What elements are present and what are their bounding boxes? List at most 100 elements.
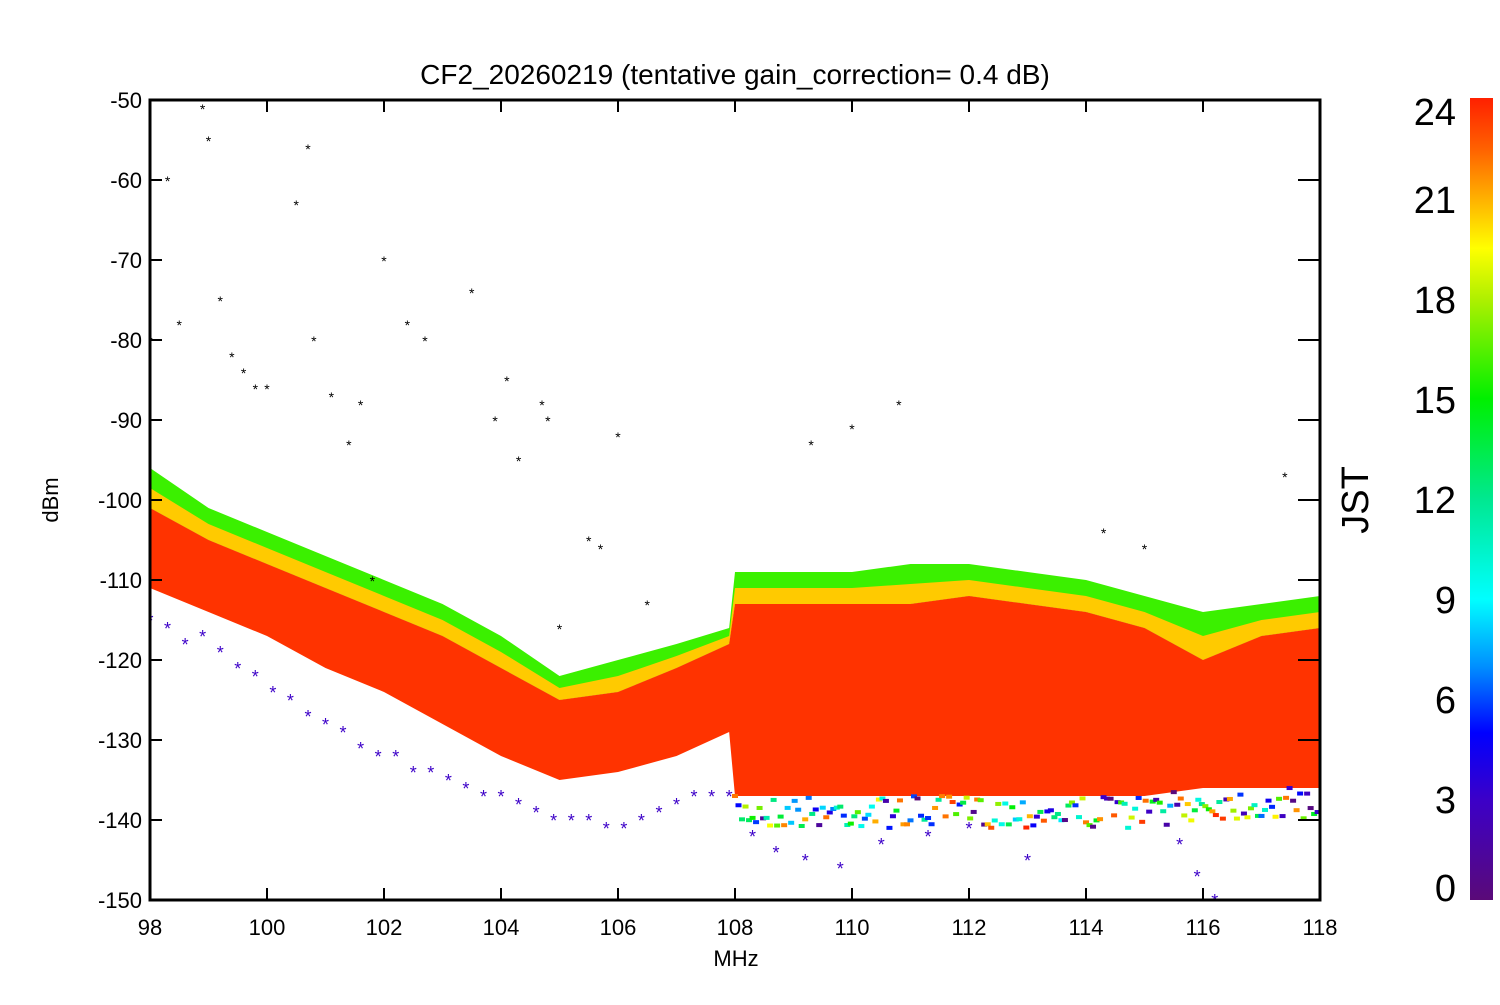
low-trace-point: *: [252, 667, 259, 687]
data-point: [1058, 818, 1065, 823]
x-tick-label: 106: [600, 915, 637, 940]
peak-top-marker: *: [1101, 525, 1107, 541]
data-point: [1026, 814, 1033, 819]
low-trace-point: *: [603, 819, 610, 839]
data-point: [1233, 816, 1240, 821]
data-point: [1297, 791, 1304, 796]
colorbar-ticks: 0 3 6 9 12 15 18 21 24: [1414, 92, 1456, 910]
data-point: [1269, 804, 1276, 809]
low-trace-point: *: [550, 811, 557, 831]
data-point: [1247, 806, 1254, 811]
data-point: [1100, 795, 1107, 800]
data-point: [802, 817, 809, 822]
data-point: [1167, 803, 1174, 808]
data-point: [798, 823, 805, 828]
data-point: [1047, 808, 1054, 813]
low-trace-point: *: [1211, 891, 1218, 911]
data-point: [1181, 813, 1188, 818]
data-point: [1254, 813, 1261, 818]
low-trace-point: *: [568, 811, 575, 831]
data-point: [932, 805, 939, 810]
data-point: [1174, 802, 1181, 807]
colorbar-tick-label: 15: [1414, 380, 1456, 422]
data-point: [732, 794, 738, 799]
y-tick-label: -130: [98, 728, 142, 753]
data-point: [977, 798, 984, 803]
data-point: [935, 797, 942, 802]
data-point: [781, 823, 788, 828]
low-trace-point: *: [427, 763, 434, 783]
peak-top-marker: *: [253, 381, 259, 397]
peak-top-marker: *: [645, 597, 651, 613]
x-axis: 98 100 102 104 106 108 110 112 114 116 118: [138, 100, 1338, 940]
data-point: [823, 815, 830, 820]
data-point: [1202, 804, 1209, 809]
data-point: [942, 814, 949, 819]
low-trace-point: *: [638, 811, 645, 831]
data-point: [1012, 817, 1019, 822]
data-point: [1121, 801, 1128, 806]
data-point: [1132, 806, 1139, 811]
x-tick-label: 116: [1185, 915, 1220, 940]
low-trace-point: *: [655, 803, 662, 823]
data-point: [970, 809, 977, 814]
data-point: [826, 810, 833, 815]
colorbar-tick-label: 18: [1414, 280, 1456, 322]
low-trace-point: *: [375, 747, 382, 767]
data-point: [868, 804, 875, 809]
data-point: [903, 822, 910, 827]
data-point: [844, 823, 851, 828]
peak-top-marker: *: [264, 381, 270, 397]
data-point: [946, 794, 953, 799]
x-axis-label: MHz: [713, 946, 758, 971]
peak-top-marker: *: [1142, 541, 1148, 557]
data-point: [735, 803, 742, 808]
low-trace-point: *: [445, 771, 452, 791]
low-trace-point: *: [182, 635, 189, 655]
low-trace-point: *: [287, 691, 294, 711]
data-point: [760, 816, 767, 821]
y-tick-label: -120: [98, 648, 142, 673]
data-point: [1135, 795, 1142, 800]
low-trace-point: *: [515, 795, 522, 815]
data-point: [1216, 800, 1223, 805]
data-point: [767, 823, 774, 828]
data-point: [882, 798, 889, 803]
y-tick-label: -50: [110, 88, 142, 113]
data-point: [1075, 815, 1082, 820]
data-point: [928, 822, 935, 827]
low-trace-point: *: [322, 715, 329, 735]
peak-top-marker: *: [422, 333, 428, 349]
low-trace-point: *: [585, 811, 592, 831]
data-point: [1265, 798, 1272, 803]
data-point: [1090, 824, 1097, 829]
data-point: [1019, 800, 1026, 805]
peak-top-marker: *: [545, 413, 551, 429]
low-trace-point: *: [497, 787, 504, 807]
data-point: [1177, 796, 1184, 801]
data-point: [914, 796, 921, 801]
data-point: [1240, 811, 1247, 816]
data-point: [963, 795, 970, 800]
peak-top-marker: *: [492, 413, 498, 429]
x-tick-label: 104: [483, 915, 520, 940]
data-point: [858, 824, 865, 829]
peak-top-marker: *: [849, 421, 855, 437]
data-point: [1251, 803, 1258, 808]
data-point: [746, 818, 753, 823]
peak-top-marker: *: [311, 333, 317, 349]
data-point: [1160, 809, 1167, 814]
data-point: [1107, 796, 1114, 801]
peak-top-marker: *: [200, 101, 206, 117]
data-point: [854, 810, 861, 815]
data-point: [1128, 815, 1135, 820]
data-point: [1125, 825, 1132, 830]
data-point: [889, 814, 896, 819]
low-trace-point: *: [837, 859, 844, 879]
data-point: [1118, 800, 1125, 805]
low-trace-point: *: [533, 803, 540, 823]
data-point: [1237, 792, 1244, 797]
low-trace-point: *: [217, 643, 224, 663]
data-point: [1040, 818, 1047, 823]
